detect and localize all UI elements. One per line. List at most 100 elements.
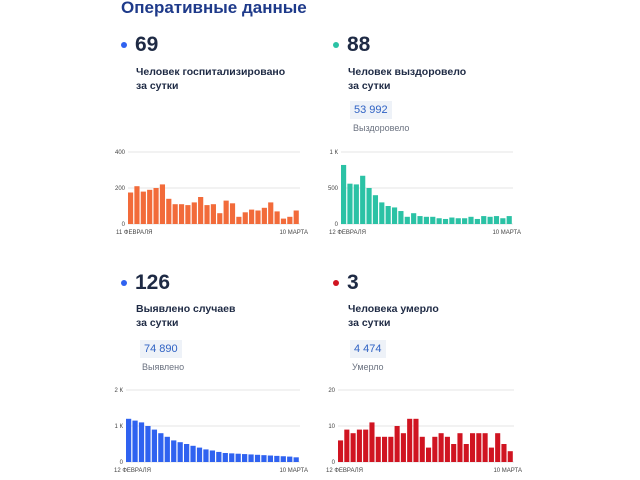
chart-bar	[198, 197, 204, 224]
chart-bar	[506, 216, 512, 224]
chart-bar	[293, 457, 299, 462]
chart-bar	[444, 436, 450, 462]
chart-bar	[411, 213, 417, 224]
x-start-label: 11 ФЕВРАЛЯ	[116, 230, 152, 236]
chart-bar	[172, 204, 178, 224]
chart-bar	[223, 200, 229, 224]
chart-bar	[507, 451, 513, 462]
chart-bar	[481, 216, 487, 224]
chart-bar	[204, 205, 210, 224]
chart-bar	[242, 212, 248, 224]
panel-detected: 126 Выявлено случаев за сутки 74 890 Выя…	[110, 270, 320, 480]
bullet-icon	[121, 280, 127, 286]
chart-bar	[455, 218, 461, 224]
chart-bar	[287, 456, 293, 462]
chart-bar	[132, 420, 138, 462]
chart-bar	[196, 447, 203, 462]
chart-bar	[159, 184, 166, 224]
chart-bar	[482, 433, 488, 462]
chart-bar	[184, 444, 190, 462]
y-tick-label: 0	[122, 222, 126, 228]
chart-bar	[145, 426, 151, 462]
chart-bar	[400, 433, 406, 462]
chart-bar	[248, 454, 254, 462]
chart-bar	[404, 216, 410, 224]
chart-bar	[255, 210, 261, 224]
detected-desc-line2: за сутки	[136, 317, 179, 329]
chart-bar	[229, 203, 236, 224]
chart-bar	[350, 433, 356, 462]
died-total-label: Умерло	[352, 362, 384, 372]
chart-bar	[267, 455, 274, 462]
chart-bar	[134, 186, 140, 224]
x-start-label: 12 ФЕВРАЛЯ	[326, 468, 363, 474]
recovered-number: 88	[347, 33, 371, 56]
bullet-icon	[333, 42, 339, 48]
chart-bar	[341, 164, 347, 224]
chart-bar	[394, 426, 400, 462]
chart-bar	[164, 436, 170, 462]
chart-bar	[442, 218, 449, 224]
chart-bar	[474, 218, 480, 224]
y-tick-label: 1 К	[330, 150, 339, 156]
chart-bar	[268, 202, 274, 224]
chart-bar	[235, 453, 241, 462]
recovered-desc-line2: за сутки	[348, 80, 391, 92]
chart-bar	[236, 216, 242, 224]
died-desc-line1: Человека умерло	[348, 303, 439, 315]
chart-bar	[209, 450, 216, 462]
hospitalized-number: 69	[135, 33, 159, 56]
chart-bar	[430, 216, 436, 224]
recovered-desc-line1: Человек выздоровело	[348, 66, 467, 78]
chart-bar	[382, 436, 388, 462]
bullet-icon	[121, 42, 127, 48]
chart-bar	[126, 418, 132, 462]
x-start-label: 12 ФЕВРАЛЯ	[329, 230, 366, 236]
chart-bar	[274, 455, 280, 462]
chart-bar	[293, 210, 299, 224]
y-tick-label: 0	[332, 460, 336, 466]
panel-died: 3 Человека умерло за сутки 4 474 Умерло	[322, 270, 532, 480]
bullet-icon	[333, 280, 339, 286]
chart-bar	[287, 216, 293, 224]
y-tick-label: 400	[115, 150, 126, 156]
chart-bar	[468, 216, 474, 224]
chart-bar	[190, 445, 196, 462]
chart-bar	[388, 436, 394, 462]
chart-bar	[356, 429, 362, 462]
chart-bar	[353, 184, 359, 224]
detected-desc-line1: Выявлено случаев	[136, 303, 236, 315]
chart-bar	[222, 453, 228, 462]
chart-bar	[147, 189, 153, 224]
chart-bar	[413, 418, 419, 462]
chart-bar	[417, 216, 423, 224]
chart-bar	[487, 216, 493, 224]
died-number: 3	[347, 271, 359, 294]
y-tick-label: 1 К	[115, 424, 124, 430]
chart-bar	[432, 436, 438, 462]
y-tick-label: 0	[120, 460, 124, 466]
chart-bar	[476, 433, 482, 462]
chart-bar	[488, 447, 494, 462]
chart-bar	[419, 436, 425, 462]
detected-total: 74 890	[140, 340, 182, 358]
y-tick-label: 200	[115, 186, 126, 192]
chart-bar	[363, 429, 369, 462]
y-tick-label: 500	[328, 186, 339, 192]
y-tick-label: 0	[335, 222, 339, 228]
died-desc-line2: за сутки	[348, 317, 391, 329]
detected-number: 126	[135, 271, 171, 294]
chart-bar	[338, 440, 344, 462]
chart-bar	[449, 217, 455, 224]
chart-bar	[436, 218, 442, 224]
chart-bar	[462, 218, 468, 224]
hospitalized-desc-line1: Человек госпитализировано	[136, 66, 286, 78]
x-end-label: 10 МАРТА	[492, 230, 521, 236]
detected-total-label: Выявлено	[142, 362, 185, 372]
chart-bar	[153, 188, 159, 224]
chart-bar	[280, 218, 287, 224]
chart-bar	[470, 433, 476, 462]
chart-bar	[249, 209, 255, 224]
